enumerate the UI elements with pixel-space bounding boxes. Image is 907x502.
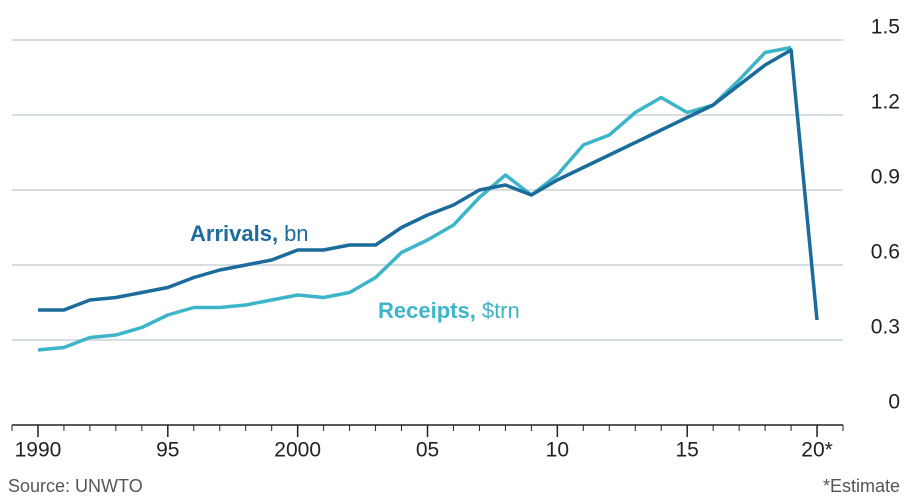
y-tick-label: 0 [888, 391, 900, 414]
x-tick-label: 15 [676, 439, 699, 462]
series-unit: $trn [482, 298, 520, 323]
x-tick-label: 10 [546, 439, 569, 462]
y-tick-label: 0.6 [871, 241, 900, 264]
series-label: Receipts, $trn [378, 298, 520, 323]
x-tick-label: 2000 [274, 439, 321, 462]
series-line [37, 45, 792, 352]
x-tick-label: 20* [801, 439, 833, 462]
x-tick-label: 05 [416, 439, 439, 462]
y-tick-label: 1.2 [871, 91, 900, 114]
y-tick-label: 1.5 [871, 16, 900, 39]
series-label: Arrivals, bn [190, 221, 309, 246]
x-tick-label: 95 [156, 439, 179, 462]
y-tick-label: 0.9 [871, 166, 900, 189]
y-tick-label: 0.3 [871, 316, 900, 339]
series-unit: bn [284, 221, 308, 246]
note: *Estimate [823, 476, 900, 496]
source: Source: UNWTO [8, 476, 143, 496]
x-tick-label: 1990 [15, 439, 62, 462]
series-name: Arrivals, [190, 221, 278, 246]
series-name: Receipts, [378, 298, 476, 323]
series-line [38, 48, 819, 321]
